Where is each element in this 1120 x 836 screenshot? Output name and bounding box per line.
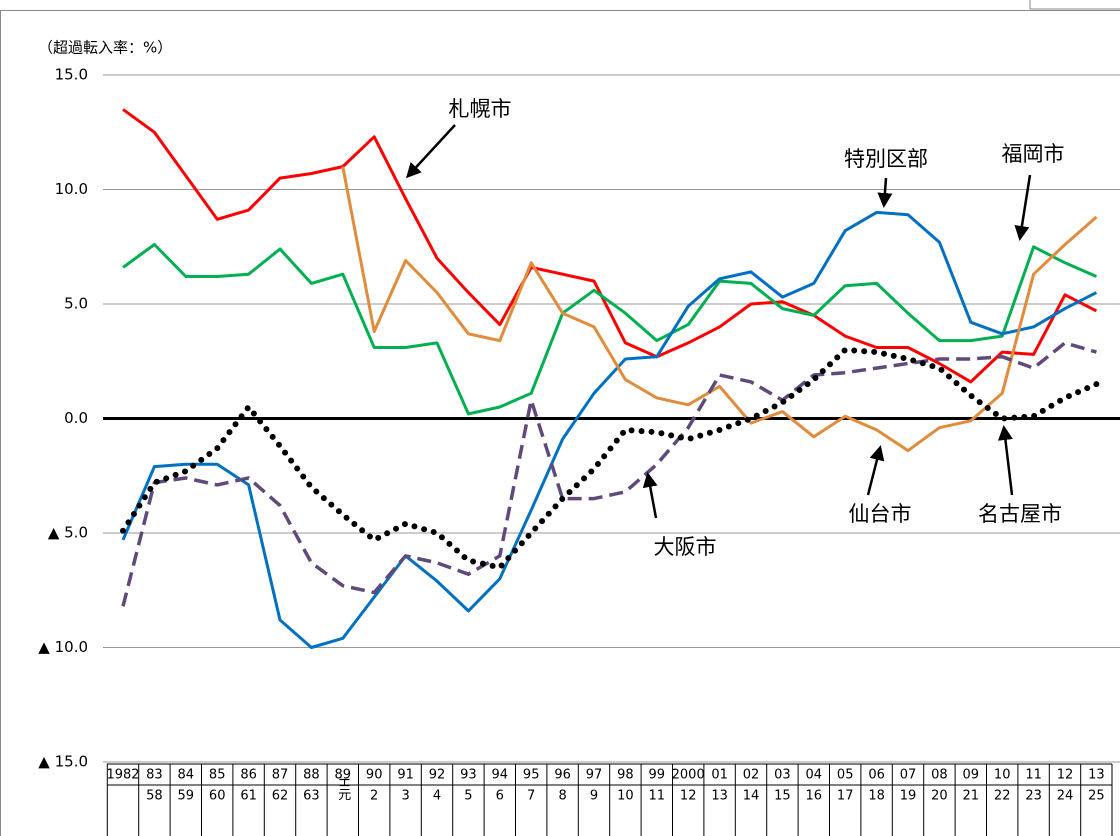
- x-tick-label: 85: [209, 768, 226, 783]
- x-tick-label: 1982: [106, 768, 139, 783]
- x-tick-label: 86: [240, 768, 257, 783]
- x-tick-label: 05: [837, 768, 854, 783]
- y-tick-label: 5.0: [64, 295, 88, 313]
- series-label: 特別区部: [844, 147, 928, 171]
- x-era-label: 23: [1025, 789, 1042, 804]
- arrow: [642, 472, 658, 519]
- x-tick-label: 88: [303, 768, 320, 783]
- x-era-label: 63: [303, 789, 320, 804]
- x-tick-label: 04: [806, 768, 823, 783]
- x-tick-label: 93: [460, 768, 477, 783]
- x-era-label: 24: [1057, 789, 1074, 804]
- x-tick-label: 11: [1025, 768, 1042, 783]
- y-tick-label: 0.0: [64, 409, 88, 427]
- arrow: [1014, 174, 1032, 241]
- arrow: [877, 177, 893, 208]
- x-era-label: 25: [1088, 789, 1105, 804]
- frame: [0, 10, 1120, 836]
- x-tick-label: 09: [963, 768, 980, 783]
- x-tick-label: 07: [900, 768, 917, 783]
- y-tick-label: 15.0: [55, 66, 88, 84]
- x-tick-label: 89: [335, 768, 352, 783]
- series-label: 札幌市: [449, 97, 512, 121]
- x-tick-label: 2000: [672, 768, 705, 783]
- series-label: 名古屋市: [978, 502, 1062, 526]
- x-tick-label: 84: [178, 768, 195, 783]
- y-tick-label: ▲ 5.0: [48, 524, 88, 542]
- x-tick-label: 83: [146, 768, 163, 783]
- series-line: [120, 346, 1100, 571]
- x-era-label: 8: [558, 789, 566, 804]
- x-era-label: 18: [868, 789, 885, 804]
- x-era-label: 11: [649, 789, 666, 804]
- x-era-label: 16: [806, 789, 823, 804]
- x-tick-label: 10: [994, 768, 1011, 783]
- y-tick-label: 10.0: [55, 180, 88, 198]
- x-era-label: 3: [401, 789, 409, 804]
- x-tick-label: 06: [868, 768, 885, 783]
- x-era-label: 17: [837, 789, 854, 804]
- series-label: 福岡市: [1002, 142, 1065, 166]
- x-tick-label: 13: [1088, 768, 1105, 783]
- x-tick-label: 02: [743, 768, 760, 783]
- x-tick-label: 99: [649, 768, 666, 783]
- x-tick-label: 03: [774, 768, 791, 783]
- x-era-label: 6: [496, 789, 504, 804]
- x-era-label: 15: [774, 789, 791, 804]
- series-line: [341, 166, 1098, 453]
- x-era-label: 13: [711, 789, 728, 804]
- x-tick-label: 87: [272, 768, 289, 783]
- x-era-label: 59: [178, 789, 195, 804]
- arrow: [997, 425, 1014, 496]
- x-era-label: 61: [240, 789, 257, 804]
- x-tick-label: 01: [711, 768, 728, 783]
- x-era-label: 4: [433, 789, 441, 804]
- x-era-label: 14: [743, 789, 760, 804]
- y-axis-label: （超過転入率：%）: [38, 39, 172, 57]
- series-line: [121, 341, 1097, 607]
- x-era-label: H元: [335, 778, 351, 802]
- x-era-label: 20: [931, 789, 948, 804]
- x-era-label: 9: [590, 789, 598, 804]
- x-tick-label: 08: [931, 768, 948, 783]
- x-era-label: 2: [370, 789, 378, 804]
- x-tick-label: 98: [617, 768, 634, 783]
- x-tick-label: 96: [554, 768, 571, 783]
- x-era-label: 60: [209, 789, 226, 804]
- series-line: [122, 108, 1098, 384]
- series-line: [122, 243, 1097, 416]
- y-tick-label: ▲ 15.0: [38, 753, 88, 771]
- x-tick-label: 91: [397, 768, 414, 783]
- x-era-label: 7: [527, 789, 535, 804]
- series-label: 仙台市: [849, 502, 912, 526]
- y-tick-label: ▲ 10.0: [38, 638, 88, 656]
- x-era-label: 19: [900, 789, 917, 804]
- series-label: 大阪市: [654, 535, 717, 559]
- x-tick-label: 12: [1057, 768, 1074, 783]
- x-era-label: 58: [146, 789, 163, 804]
- series-line: [121, 210, 1098, 649]
- x-era-label: 21: [963, 789, 980, 804]
- x-era-label: 12: [680, 789, 697, 804]
- x-tick-label: 95: [523, 768, 540, 783]
- arrow: [405, 124, 456, 179]
- x-era-label: 22: [994, 789, 1011, 804]
- x-tick-label: 90: [366, 768, 383, 783]
- x-tick-label: 97: [586, 768, 603, 783]
- corner-box: [1029, 0, 1120, 10]
- x-tick-label: 94: [492, 768, 509, 783]
- x-era-label: 62: [272, 789, 289, 804]
- x-tick-label: 92: [429, 768, 446, 783]
- x-era-label: 5: [464, 789, 472, 804]
- arrow: [866, 445, 885, 496]
- x-era-label: 10: [617, 789, 634, 804]
